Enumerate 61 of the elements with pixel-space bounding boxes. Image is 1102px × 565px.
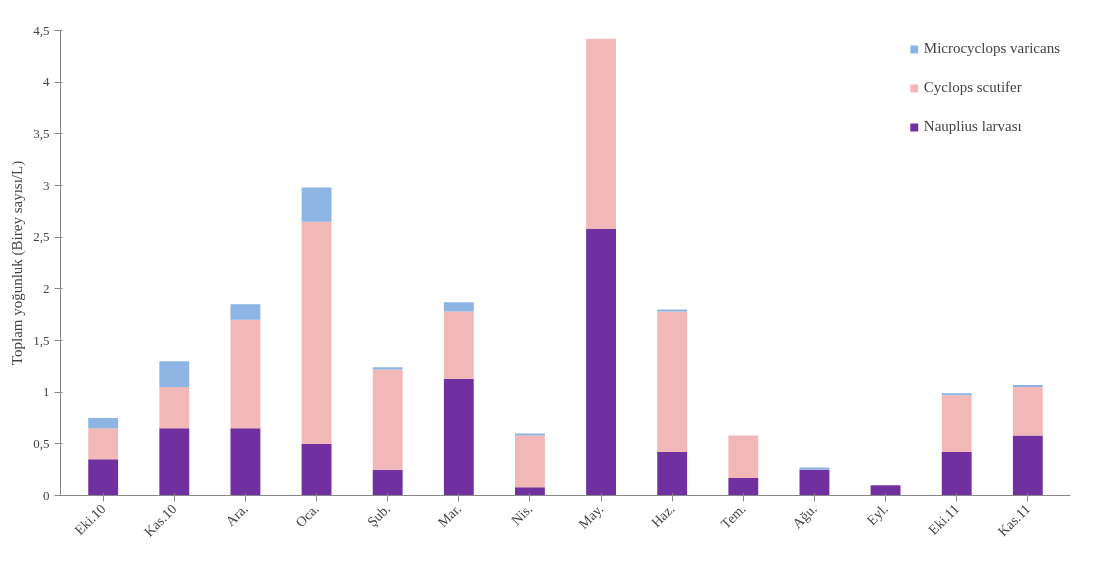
bar — [88, 428, 119, 460]
bar — [230, 319, 261, 429]
bar — [88, 418, 119, 429]
x-tick-label: Ağu. — [789, 501, 820, 532]
y-axis-title: Toplam yoğunluk (Birey sayısı/L) — [9, 160, 27, 366]
x-tick-label: Nis. — [508, 501, 536, 529]
bar — [443, 302, 474, 312]
legend-label: Microcyclops varicans — [923, 40, 1060, 57]
bar — [657, 311, 688, 453]
bar — [372, 469, 403, 496]
bar — [372, 367, 403, 370]
x-tick-label: Haz. — [648, 501, 678, 531]
bar — [941, 452, 972, 496]
x-tick-label: May. — [575, 501, 607, 532]
y-tick-label: 1 — [43, 384, 50, 400]
x-tick-label: Mar. — [435, 501, 465, 531]
bar — [230, 428, 261, 496]
bar — [301, 187, 332, 222]
y-tick-label: 3 — [43, 177, 50, 193]
bar — [799, 467, 830, 470]
y-tick-label: 0,5 — [33, 435, 50, 451]
y-tick-label: 0 — [43, 487, 50, 503]
bar — [1012, 384, 1043, 387]
bar — [515, 433, 545, 436]
bar — [372, 369, 403, 470]
bar — [230, 304, 261, 320]
y-tick-label: 3,5 — [33, 125, 50, 141]
x-tick-label: Tem. — [718, 501, 749, 532]
x-tick-label: Ara. — [222, 501, 251, 530]
bar — [586, 228, 616, 496]
bar — [941, 395, 972, 453]
bar — [443, 378, 474, 496]
bar — [941, 393, 972, 396]
bar — [301, 443, 332, 496]
bar — [799, 469, 830, 496]
bar — [657, 309, 688, 312]
bar — [728, 435, 759, 478]
x-tick-label: Oca. — [292, 501, 322, 531]
bar — [657, 452, 688, 496]
bar — [515, 435, 545, 488]
legend-label: Cyclops scutifer — [923, 79, 1022, 96]
bar — [586, 38, 616, 229]
bar — [515, 487, 545, 496]
y-tick-label: 2,5 — [33, 229, 50, 245]
bar — [159, 361, 190, 387]
y-tick-label: 4,5 — [33, 22, 50, 38]
bar — [88, 459, 119, 496]
x-tick-label: Şub. — [364, 501, 393, 530]
bar — [1012, 435, 1043, 496]
bar — [159, 428, 190, 496]
bar — [1012, 387, 1043, 436]
bar — [159, 387, 190, 429]
bar — [443, 311, 474, 379]
bar — [301, 221, 332, 444]
legend-label: Nauplius larvası — [923, 118, 1022, 135]
bar — [728, 477, 759, 496]
y-tick-label: 4 — [43, 74, 50, 90]
y-tick-label: 1,5 — [33, 332, 50, 348]
y-tick-label: 2 — [43, 280, 50, 296]
x-tick-label: Eyl. — [864, 501, 891, 529]
bar — [870, 485, 901, 496]
